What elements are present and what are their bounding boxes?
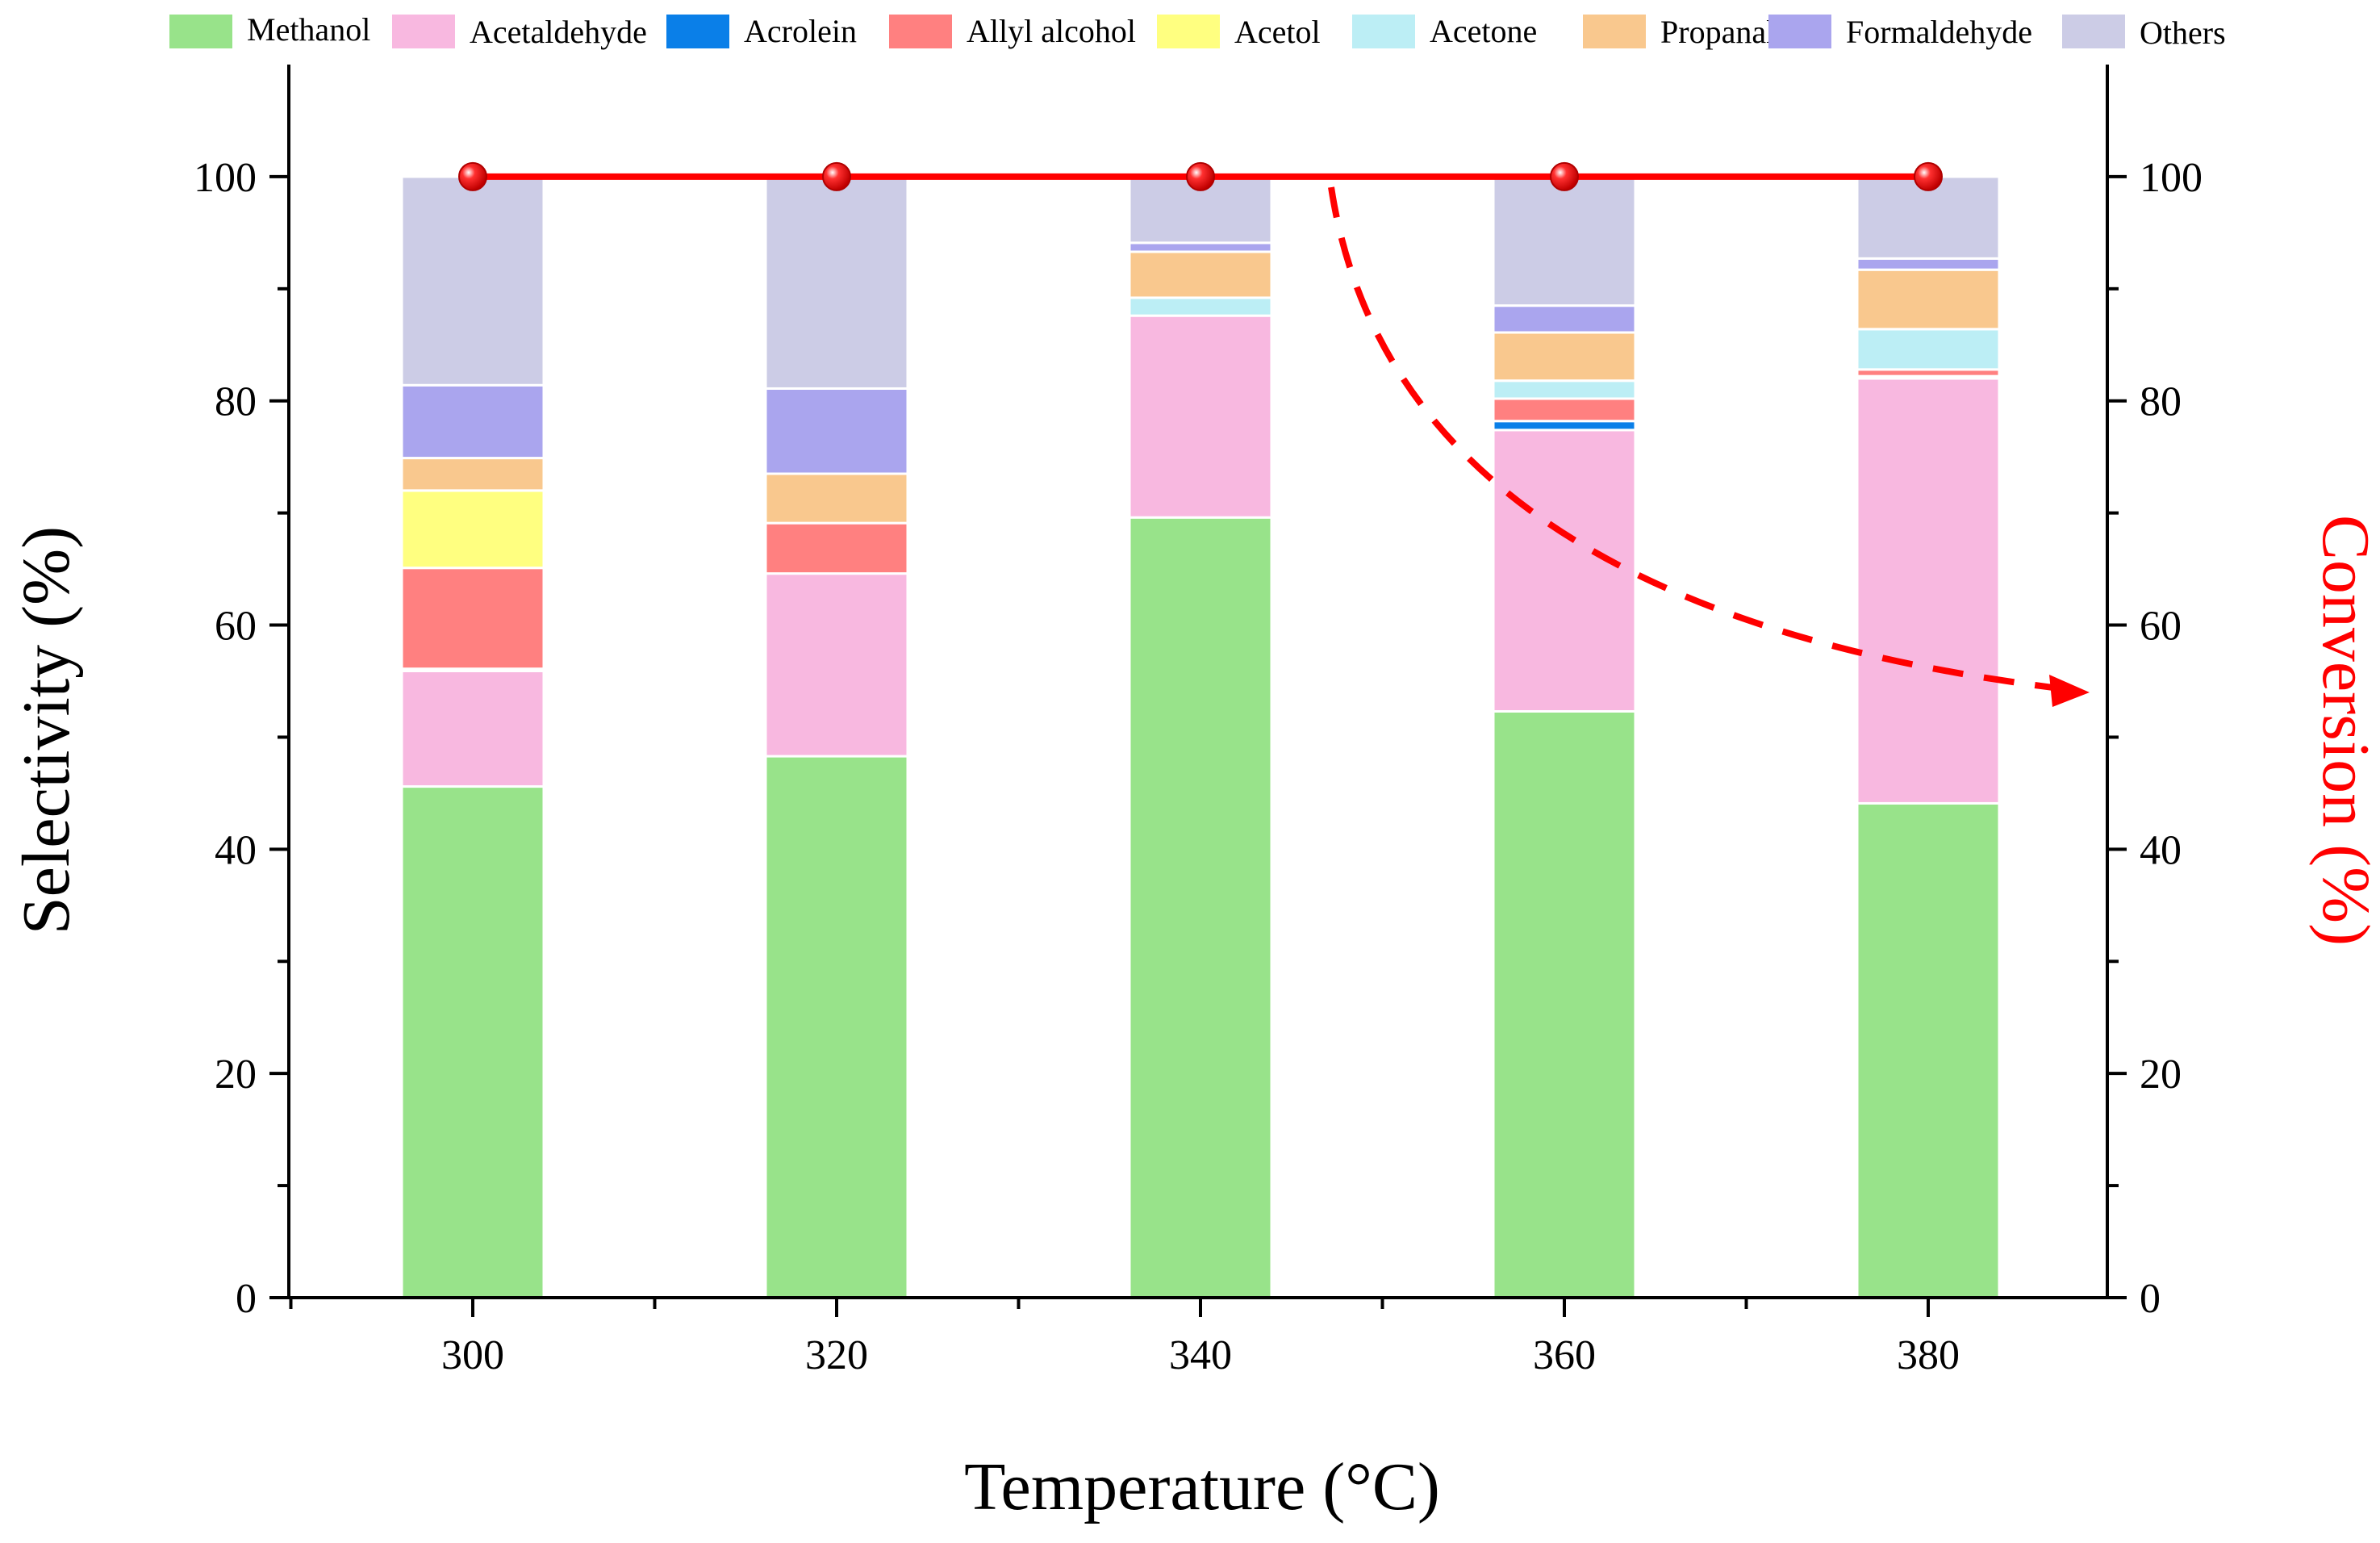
bar-segment-methanol-340 — [1128, 516, 1273, 1299]
conversion-arrow-path — [1328, 186, 2054, 691]
bar-segment-others-300 — [400, 175, 545, 387]
conversion-point-360 — [1550, 161, 1579, 191]
bar-segment-others-360 — [1492, 175, 1637, 307]
conversion-arrow — [1328, 186, 2090, 707]
bar-segment-acetone-340 — [1128, 296, 1273, 317]
legend-label-acetone: Acetone — [1430, 13, 1537, 49]
bar-segment-acetol-300 — [400, 489, 545, 570]
bar-segment-acetone-360 — [1492, 379, 1637, 400]
bar-segment-allyl-alcohol-360 — [1492, 397, 1637, 423]
stacked-bars — [400, 175, 2001, 1299]
x-tick-label: 360 — [1533, 1332, 1596, 1378]
bar-segment-methanol-360 — [1492, 710, 1637, 1299]
y-tick-label: 80 — [215, 379, 257, 425]
legend-swatch-acetol — [1157, 15, 1220, 48]
y2-tick-label: 40 — [2140, 827, 2182, 873]
legend-swatch-acetaldehyde — [392, 15, 455, 48]
legend-label-acrolein: Acrolein — [744, 13, 857, 49]
bar-segment-acetaldehyde-360 — [1492, 429, 1637, 713]
bar-segment-methanol-300 — [400, 785, 545, 1299]
bar-segment-formaldehyde-380 — [1856, 257, 2001, 271]
x-tick-label: 300 — [441, 1332, 504, 1378]
legend-swatch-others — [2062, 15, 2125, 48]
legend-swatch-allyl-alcohol — [889, 15, 952, 48]
y2-tick-label: 0 — [2140, 1276, 2161, 1322]
bar-segment-acetaldehyde-340 — [1128, 314, 1273, 519]
bar-segment-acetone-380 — [1856, 328, 2001, 371]
legend-swatch-propanal — [1583, 15, 1646, 48]
bar-segment-others-380 — [1856, 175, 2001, 260]
bar-segment-allyl-alcohol-300 — [400, 567, 545, 671]
y2-axis-title: Conversion (%) — [2308, 515, 2380, 946]
bar-segment-propanal-300 — [400, 457, 545, 492]
bar-segment-propanal-380 — [1856, 268, 2001, 331]
bar-segment-others-320 — [764, 175, 909, 390]
legend-label-formaldehyde: Formaldehyde — [1846, 14, 2032, 50]
conversion-arrow-head — [2049, 675, 2090, 707]
y-tick-label: 60 — [215, 604, 257, 650]
bar-segment-acetaldehyde-380 — [1856, 377, 2001, 805]
conversion-series — [458, 161, 1943, 191]
bar-segment-methanol-320 — [764, 755, 909, 1299]
y-axis-title: Selectivity (%) — [9, 526, 84, 935]
legend-swatch-methanol — [169, 15, 232, 48]
legend-label-propanal: Propanal — [1660, 14, 1775, 50]
conversion-point-320 — [822, 161, 851, 191]
legend-swatch-formaldehyde — [1768, 15, 1831, 48]
conversion-point-340 — [1186, 161, 1215, 191]
bar-segment-propanal-340 — [1128, 250, 1273, 299]
legend-label-acetol: Acetol — [1234, 14, 1321, 50]
y2-tick-label: 60 — [2140, 604, 2182, 650]
bar-segment-propanal-320 — [764, 472, 909, 525]
y2-tick-label: 100 — [2140, 155, 2203, 201]
axis-titles: Temperature (°C) Selectivity (%) Convers… — [9, 515, 2380, 1524]
x-axis-title: Temperature (°C) — [964, 1449, 1440, 1524]
bar-segment-acetaldehyde-320 — [764, 572, 909, 758]
y-tick-label: 100 — [194, 155, 257, 201]
y2-tick-label: 20 — [2140, 1052, 2182, 1098]
x-tick-label: 380 — [1897, 1332, 1960, 1378]
bar-segment-allyl-alcohol-320 — [764, 521, 909, 575]
bar-segment-formaldehyde-320 — [764, 387, 909, 475]
legend-label-allyl-alcohol: Allyl alcohol — [967, 13, 1136, 49]
legend-swatch-acrolein — [666, 15, 729, 48]
bar-segment-formaldehyde-360 — [1492, 304, 1637, 334]
legend-label-acetaldehyde: Acetaldehyde — [470, 14, 647, 50]
bar-segment-acetaldehyde-300 — [400, 669, 545, 788]
y2-tick-label: 80 — [2140, 379, 2182, 425]
y-tick-label: 0 — [236, 1276, 257, 1322]
x-tick-label: 340 — [1169, 1332, 1232, 1378]
legend-label-methanol: Methanol — [247, 11, 370, 48]
bar-segment-acrolein-360 — [1492, 420, 1637, 432]
legend-swatch-acetone — [1352, 15, 1415, 48]
bar-segment-propanal-360 — [1492, 331, 1637, 383]
conversion-point-380 — [1914, 161, 1943, 191]
axes: 0 20 40 60 80 100 0 20 40 60 80 100 300 320 340 360 380 — [194, 65, 2203, 1378]
bar-segment-formaldehyde-300 — [400, 383, 545, 460]
legend: Methanol Acetaldehyde Acrolein Allyl alcoho… — [169, 11, 2226, 51]
y-tick-label: 20 — [215, 1052, 257, 1098]
bar-segment-formaldehyde-340 — [1128, 241, 1273, 253]
bar-segment-methanol-380 — [1856, 801, 2001, 1299]
x-tick-label: 320 — [805, 1332, 868, 1378]
legend-label-others: Others — [2140, 15, 2226, 51]
conversion-point-300 — [458, 161, 487, 191]
y-tick-label: 40 — [215, 827, 257, 873]
